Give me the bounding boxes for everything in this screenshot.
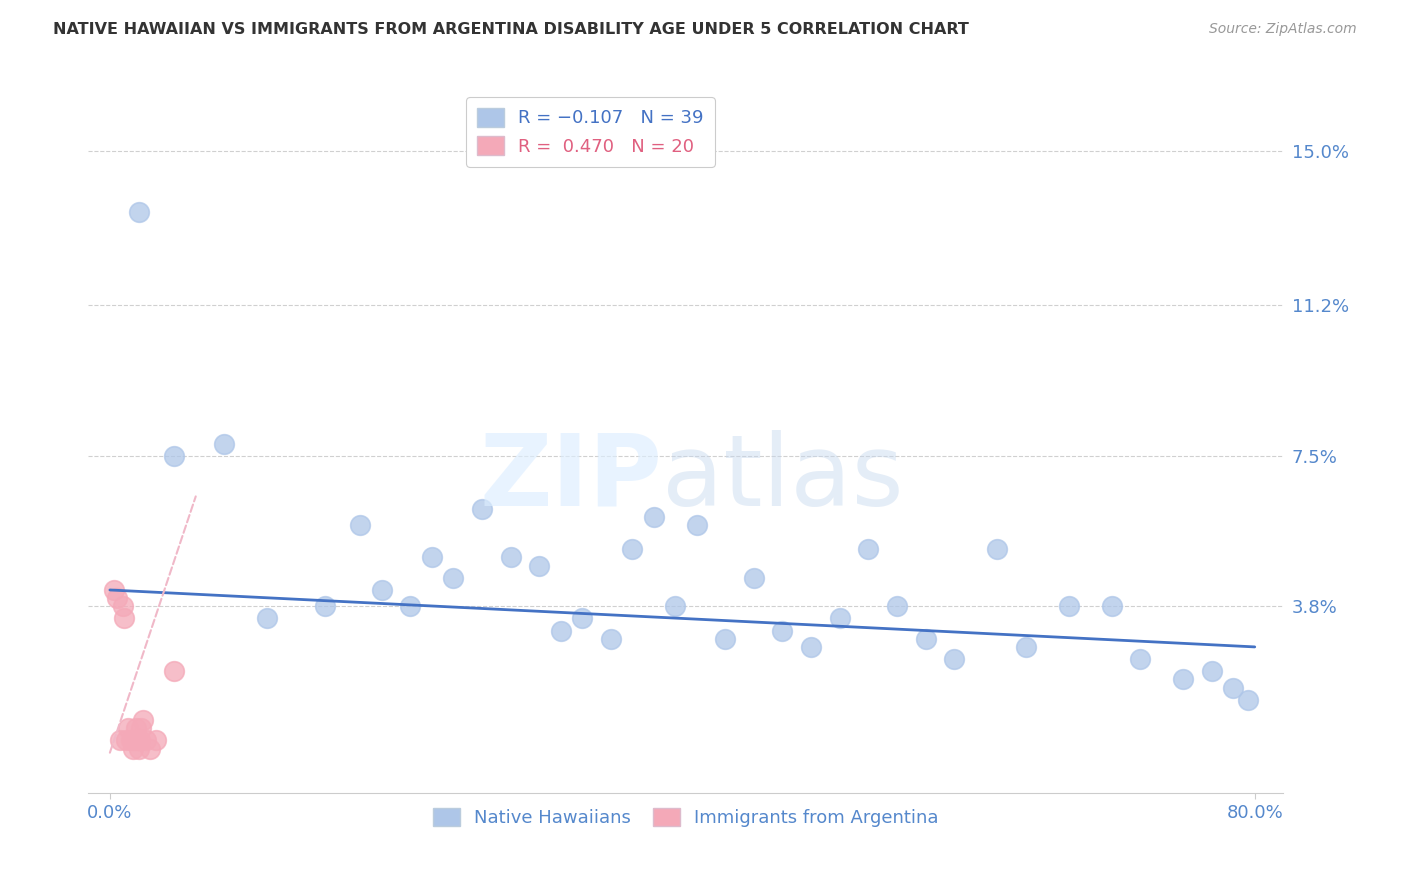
Point: [125, 733, 148, 747]
Point: [128, 741, 150, 756]
Point: [1057, 599, 1080, 614]
Text: Source: ZipAtlas.com: Source: ZipAtlas.com: [1209, 22, 1357, 37]
Point: [800, 640, 823, 654]
Point: [121, 741, 143, 756]
Point: [135, 733, 157, 747]
Point: [441, 571, 464, 585]
Point: [1015, 640, 1038, 654]
Point: [108, 733, 131, 747]
Point: [214, 436, 236, 450]
Text: ZIP: ZIP: [479, 430, 662, 527]
Point: [828, 611, 851, 625]
Point: [132, 713, 155, 727]
Point: [1173, 673, 1195, 687]
Point: [256, 611, 278, 625]
Text: NATIVE HAWAIIAN VS IMMIGRANTS FROM ARGENTINA DISABILITY AGE UNDER 5 CORRELATION : NATIVE HAWAIIAN VS IMMIGRANTS FROM ARGEN…: [53, 22, 969, 37]
Point: [914, 632, 936, 646]
Point: [1201, 665, 1223, 679]
Point: [742, 571, 765, 585]
Point: [571, 611, 593, 625]
Point: [111, 599, 134, 614]
Point: [471, 501, 494, 516]
Point: [105, 591, 128, 606]
Point: [1222, 681, 1244, 695]
Point: [112, 611, 135, 625]
Point: [1101, 599, 1123, 614]
Point: [131, 721, 153, 735]
Point: [886, 599, 908, 614]
Point: [1236, 693, 1258, 707]
Point: [128, 204, 150, 219]
Point: [145, 733, 167, 747]
Point: [371, 582, 394, 597]
Point: [529, 558, 551, 573]
Point: [858, 542, 880, 557]
Point: [117, 721, 139, 735]
Point: [122, 733, 145, 747]
Text: atlas: atlas: [662, 430, 904, 527]
Point: [772, 624, 794, 638]
Point: [314, 599, 336, 614]
Point: [664, 599, 686, 614]
Point: [643, 509, 665, 524]
Point: [349, 517, 371, 532]
Point: [120, 733, 142, 747]
Point: [550, 624, 572, 638]
Point: [124, 721, 146, 735]
Point: [943, 652, 966, 666]
Point: [986, 542, 1008, 557]
Point: [163, 449, 186, 463]
Point: [599, 632, 621, 646]
Point: [685, 517, 707, 532]
Legend: Native Hawaiians, Immigrants from Argentina: Native Hawaiians, Immigrants from Argent…: [426, 801, 946, 834]
Point: [163, 665, 186, 679]
Point: [114, 733, 136, 747]
Point: [1129, 652, 1152, 666]
Point: [103, 582, 125, 597]
Point: [714, 632, 737, 646]
Point: [499, 550, 522, 565]
Point: [129, 733, 152, 747]
Point: [139, 741, 162, 756]
Point: [621, 542, 644, 557]
Point: [399, 599, 422, 614]
Point: [420, 550, 443, 565]
